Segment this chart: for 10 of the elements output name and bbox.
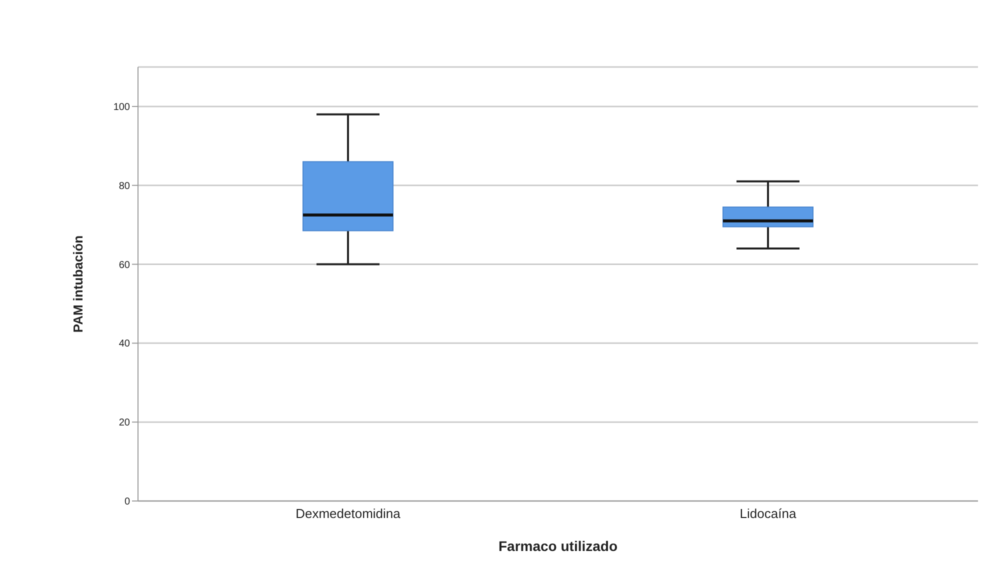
y-tick-label: 40 — [118, 338, 130, 350]
y-tick-label: 0 — [124, 496, 130, 508]
x-tick-label: Dexmedetomidina — [296, 506, 402, 522]
y-tick-label: 20 — [118, 418, 130, 429]
y-axis-title: PAM intubación — [70, 235, 86, 333]
x-axis-title: Farmaco utilizado — [498, 538, 618, 554]
y-tick-label: 80 — [118, 180, 130, 192]
y-tick-label: 60 — [118, 260, 130, 271]
x-tick-label: Lidocaína — [740, 506, 797, 522]
y-tick-label: 100 — [113, 102, 130, 114]
